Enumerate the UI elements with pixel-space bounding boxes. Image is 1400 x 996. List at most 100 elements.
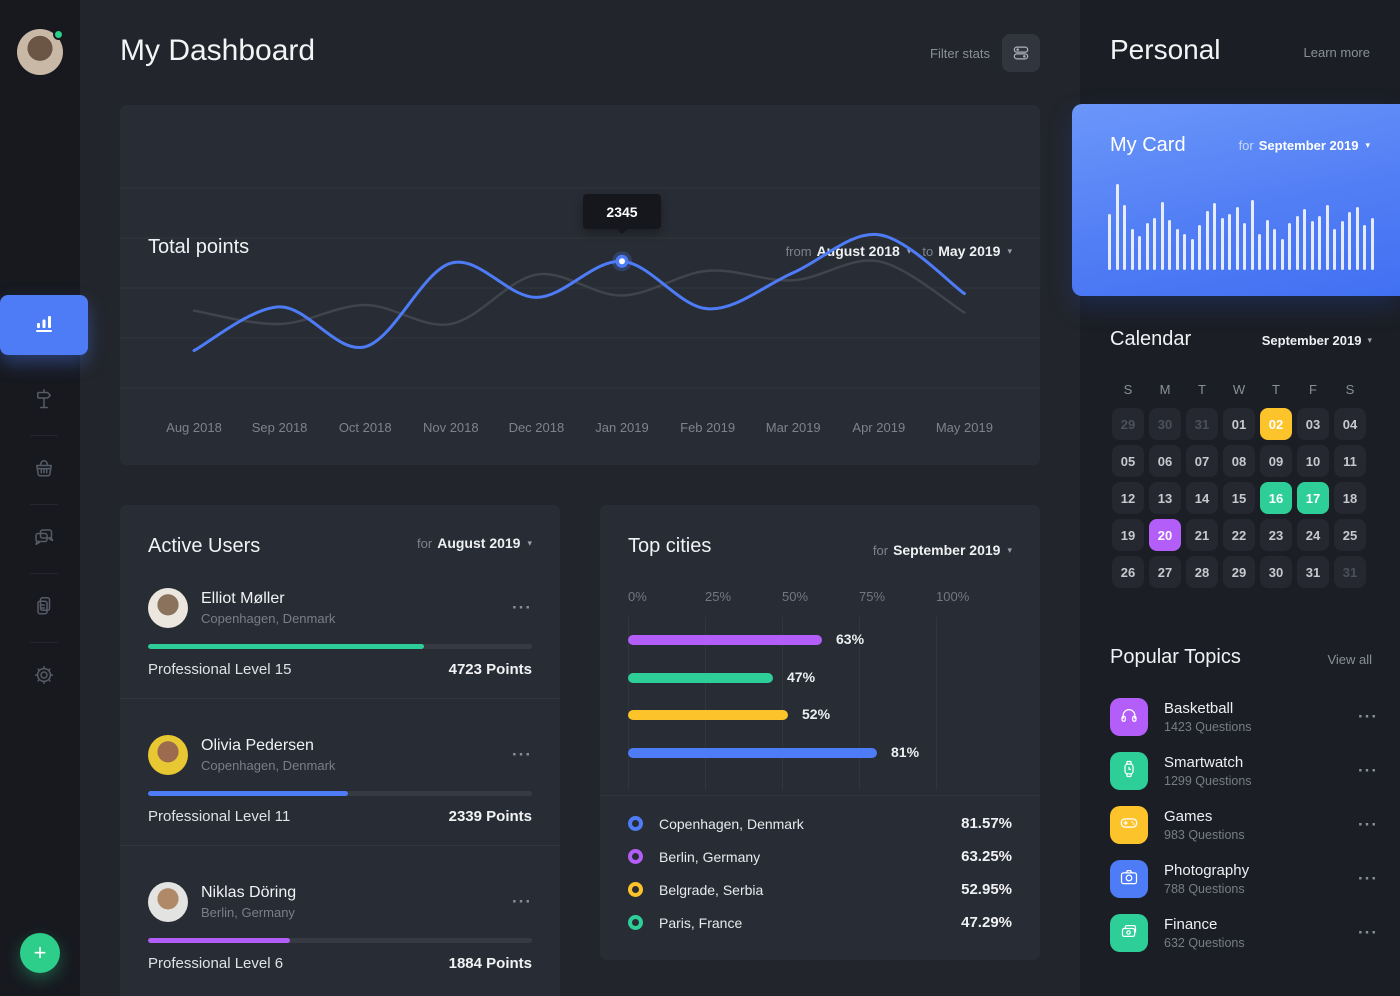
personal-title: Personal: [1110, 34, 1221, 65]
sidebar-item-bar-chart[interactable]: [0, 295, 88, 355]
more-options-icon[interactable]: [1358, 712, 1378, 723]
filter-stats-button[interactable]: [1002, 34, 1040, 72]
calendar-date[interactable]: 01: [1223, 408, 1255, 440]
calendar-date[interactable]: 11: [1334, 445, 1366, 477]
sparkline-bar: [1183, 234, 1186, 270]
calendar-month-control[interactable]: September 2019: [1262, 333, 1372, 348]
level-progress-fill: [148, 938, 291, 943]
add-button[interactable]: +: [20, 933, 60, 973]
topic-icon-tile: [1110, 914, 1148, 952]
user-photo: [148, 588, 188, 628]
period-dropdown[interactable]: August 2019: [437, 535, 521, 551]
topic-row[interactable]: Basketball 1423 Questions: [1110, 690, 1378, 744]
sparkline-bar: [1175, 229, 1179, 270]
total-points-line-chart[interactable]: Aug 2018 Sep 2018 Oct 2018 Nov 2018 Dec 2018…: [120, 185, 1040, 445]
calendar-date-highlighted[interactable]: 16: [1260, 482, 1292, 514]
calendar-date[interactable]: 10: [1297, 445, 1329, 477]
sidebar-item-gear[interactable]: [4, 643, 84, 711]
calendar-date[interactable]: 04: [1334, 408, 1366, 440]
period-dropdown[interactable]: September 2019: [1258, 138, 1359, 153]
calendar-date-highlighted[interactable]: 20: [1149, 519, 1181, 551]
legend-city: Belgrade, Serbia: [659, 881, 764, 898]
user-avatar[interactable]: [17, 29, 64, 75]
more-options-icon[interactable]: [512, 897, 532, 908]
legend-row: Paris, France 47.29%: [628, 906, 1012, 939]
level-progress-fill: [148, 791, 348, 796]
for-label: for: [417, 535, 433, 551]
calendar-date[interactable]: 27: [1149, 556, 1181, 588]
user-points: 2339 Points: [448, 808, 532, 825]
sparkline-bar: [1348, 212, 1351, 270]
sparkline-bar: [1340, 221, 1344, 270]
calendar-date[interactable]: 31: [1297, 556, 1329, 588]
to-value-dropdown[interactable]: May 2019: [938, 243, 1001, 259]
calendar-day-header: W: [1232, 382, 1246, 397]
calendar-date[interactable]: 31: [1186, 408, 1218, 440]
more-options-icon[interactable]: [1358, 928, 1378, 939]
calendar-date[interactable]: 15: [1223, 482, 1255, 514]
sidebar-divider: [30, 573, 58, 574]
calendar-date[interactable]: 29: [1112, 408, 1144, 440]
level-progress-fill: [148, 644, 425, 649]
calendar-date[interactable]: 12: [1112, 482, 1144, 514]
calendar-date[interactable]: 14: [1186, 482, 1218, 514]
topic-row[interactable]: Games 983 Questions: [1110, 798, 1378, 852]
calendar-date[interactable]: 24: [1297, 519, 1329, 551]
more-options-icon[interactable]: [512, 750, 532, 761]
sparkline-bar: [1123, 205, 1126, 270]
calendar-date[interactable]: 29: [1223, 556, 1255, 588]
more-options-icon[interactable]: [1358, 766, 1378, 777]
calendar-date[interactable]: 03: [1297, 408, 1329, 440]
city-bar[interactable]: [628, 672, 773, 683]
learn-more-link[interactable]: Learn more: [1303, 45, 1370, 60]
calendar-date[interactable]: 13: [1149, 482, 1181, 514]
calendar-date[interactable]: 18: [1334, 482, 1366, 514]
sidebar-item-chat[interactable]: [4, 505, 84, 573]
calendar-date[interactable]: 06: [1149, 445, 1181, 477]
for-label: for: [872, 542, 889, 558]
calendar-date[interactable]: 19: [1112, 519, 1144, 551]
calendar-date[interactable]: 25: [1334, 519, 1366, 551]
sidebar-menu: [0, 295, 88, 711]
calendar-date[interactable]: 05: [1112, 445, 1144, 477]
online-status-dot: [53, 29, 64, 40]
calendar-date[interactable]: 21: [1186, 519, 1218, 551]
calendar-date[interactable]: 31: [1334, 556, 1366, 588]
topic-icon-tile: [1110, 698, 1148, 736]
calendar-day-header: F: [1309, 382, 1317, 397]
svg-text:Feb 2019: Feb 2019: [680, 420, 735, 435]
more-options-icon[interactable]: [1358, 820, 1378, 831]
city-bar[interactable]: [628, 747, 877, 758]
my-card[interactable]: My Card for September 2019: [1072, 104, 1400, 296]
active-users-card: Active Users for August 2019 Elliot Møll…: [120, 505, 560, 996]
sidebar-item-signpost[interactable]: [4, 367, 84, 435]
city-bar[interactable]: [628, 710, 788, 720]
city-bar[interactable]: [628, 635, 822, 645]
topic-row[interactable]: Smartwatch 1299 Questions: [1110, 744, 1378, 798]
calendar-date[interactable]: 22: [1223, 519, 1255, 551]
period-dropdown[interactable]: September 2019: [893, 542, 1001, 558]
sidebar-item-copy[interactable]: [4, 574, 84, 642]
more-options-icon[interactable]: [512, 603, 532, 614]
city-bar-value: 63%: [836, 631, 865, 647]
sparkline-bar: [1325, 205, 1329, 270]
calendar-date[interactable]: 09: [1260, 445, 1292, 477]
calendar-date[interactable]: 23: [1260, 519, 1292, 551]
calendar-date-highlighted[interactable]: 17: [1297, 482, 1329, 514]
calendar-date[interactable]: 07: [1186, 445, 1218, 477]
calendar-date[interactable]: 30: [1149, 408, 1181, 440]
view-all-link[interactable]: View all: [1327, 652, 1372, 667]
calendar-date[interactable]: 08: [1223, 445, 1255, 477]
sparkline-bar: [1265, 220, 1269, 270]
calendar-date[interactable]: 30: [1260, 556, 1292, 588]
topic-row[interactable]: Finance 632 Questions: [1110, 906, 1378, 960]
chart-tooltip: 2345: [583, 194, 661, 234]
svg-text:Apr 2019: Apr 2019: [852, 420, 905, 435]
topic-row[interactable]: Photography 788 Questions: [1110, 852, 1378, 906]
calendar-date[interactable]: 26: [1112, 556, 1144, 588]
sidebar-item-basket[interactable]: [4, 436, 84, 504]
sparkline-bar: [1273, 229, 1276, 270]
more-options-icon[interactable]: [1358, 874, 1378, 885]
calendar-date[interactable]: 28: [1186, 556, 1218, 588]
calendar-date-highlighted[interactable]: 02: [1260, 408, 1292, 440]
